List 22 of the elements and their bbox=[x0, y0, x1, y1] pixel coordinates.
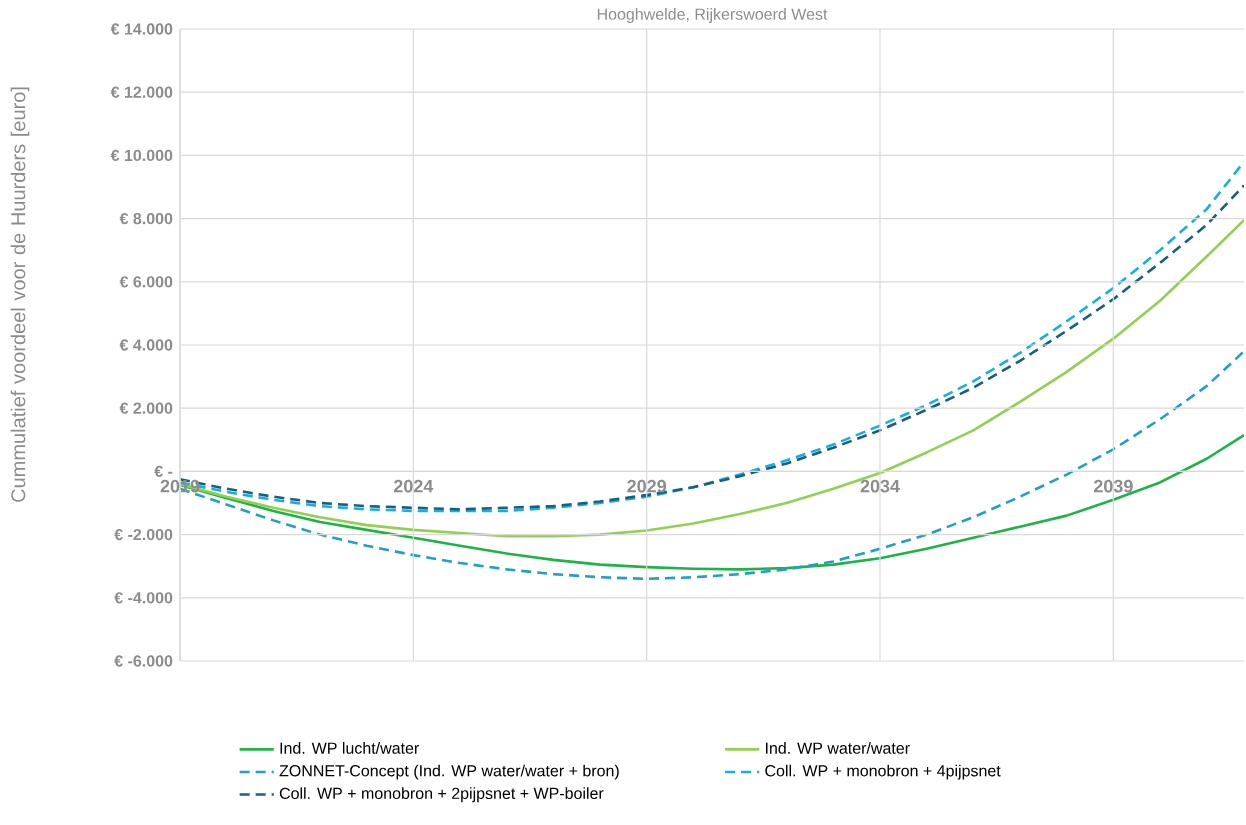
y-tick-label: € 2.000 bbox=[119, 402, 173, 414]
y-tick-label: € 8.000 bbox=[119, 212, 173, 225]
y-tick-label: € 10.000 bbox=[110, 149, 173, 162]
y-axis-title: Cummulatief voordeel voor de Huurders [euro] bbox=[10, 87, 30, 502]
legend-label: Coll. WP + monobron + 4pijpsnet bbox=[765, 764, 1001, 780]
x-tick-label: 2024 bbox=[393, 479, 434, 493]
y-tick-label: € 4.000 bbox=[119, 339, 173, 351]
y-tick-label: € -4.000 bbox=[114, 592, 173, 604]
x-tick-label: 2029 bbox=[627, 479, 667, 493]
y-tick-label: € 6.000 bbox=[119, 276, 173, 288]
y-tick-label: € -6.000 bbox=[114, 655, 173, 667]
y-tick-label: € 14.000 bbox=[110, 23, 173, 35]
legend-label: Ind. WP lucht/water bbox=[280, 742, 419, 754]
chart-title: Hooghwelde, Rijkerswoerd West bbox=[597, 8, 828, 23]
x-tick-label: 2034 bbox=[860, 479, 900, 493]
legend-label: Ind. WP water/water bbox=[765, 742, 910, 754]
y-tick-label: € - bbox=[154, 465, 173, 478]
legend-label: ZONNET-Concept (Ind. WP water/water + bron) bbox=[279, 764, 619, 780]
x-tick-label: 2039 bbox=[1093, 479, 1133, 493]
y-tick-label: € -2.000 bbox=[114, 528, 173, 541]
y-tick-label: € 12.000 bbox=[110, 86, 173, 98]
legend-label: Coll. WP + monobron + 2pijpsnet + WP-boiler bbox=[279, 787, 604, 803]
